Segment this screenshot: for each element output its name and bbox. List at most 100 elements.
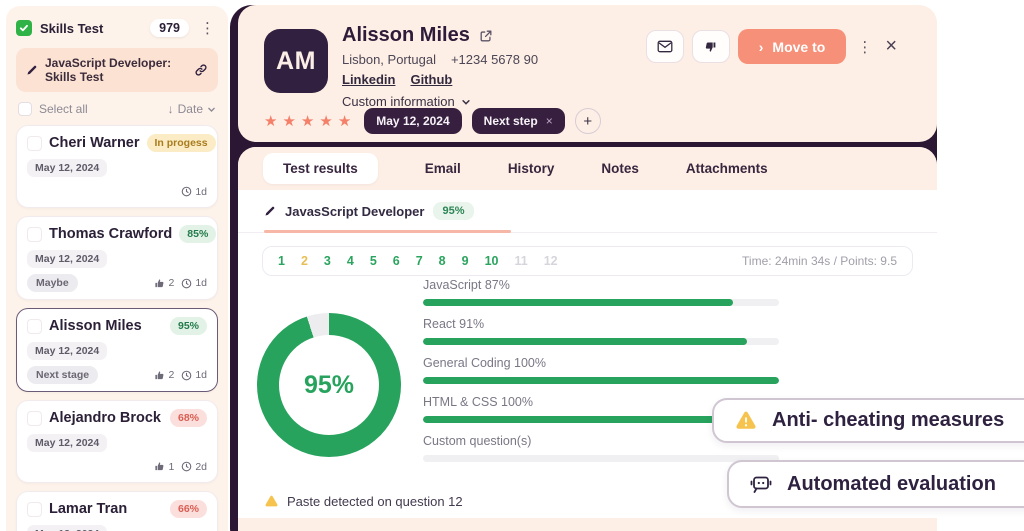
skill-bar-html-css: HTML & CSS 100% <box>423 395 779 423</box>
sidebar-header: Skills Test 979 ⋮ <box>16 16 218 40</box>
candidate-card[interactable]: Cheri Warner In progess May 12, 2024 1d <box>16 125 218 208</box>
question-6[interactable]: 6 <box>392 254 400 268</box>
select-all-checkbox[interactable] <box>18 102 32 116</box>
star-icon[interactable]: ★ <box>264 113 281 130</box>
candidate-card[interactable]: Alejandro Brock 68% May 12, 2024 1 2d <box>16 400 218 483</box>
profile-header: AM Alisson Miles Lisbon, Portugal +1234 … <box>238 5 937 142</box>
list-controls: Select all ↓ Date <box>16 102 218 116</box>
star-icon[interactable]: ★ <box>319 113 336 130</box>
candidate-name: Alejandro Brock <box>49 410 161 426</box>
candidate-date-chip: May 12, 2024 <box>27 342 108 360</box>
candidate-date-chip: May 12, 2024 <box>27 159 108 177</box>
select-all-label: Select all <box>39 102 88 116</box>
question-7[interactable]: 7 <box>415 254 423 268</box>
skill-bar-track <box>423 338 779 345</box>
question-1[interactable]: 1 <box>278 254 285 268</box>
test-filter-label: JavaScript Developer: Skills Test <box>45 56 172 84</box>
pen-icon <box>265 206 275 216</box>
external-link-icon[interactable] <box>479 29 493 43</box>
candidate-card[interactable]: Thomas Crawford 85% May 12, 2024 Maybe 2… <box>16 216 218 300</box>
github-link[interactable]: Github <box>410 72 453 87</box>
skill-bar-track <box>423 416 779 423</box>
tab-history[interactable]: History <box>507 161 555 176</box>
chevron-right-icon: › <box>758 38 764 55</box>
thumbs-down-icon <box>706 42 716 52</box>
candidate-name: Alisson Miles <box>49 318 142 334</box>
link-icon[interactable] <box>194 63 208 77</box>
candidate-checkbox[interactable] <box>27 135 42 151</box>
select-all[interactable]: Select all <box>18 102 88 116</box>
skill-bar-label: JavaScript 87% <box>423 278 510 292</box>
bot-icon <box>750 476 772 493</box>
star-icon[interactable]: ★ <box>282 113 299 130</box>
star-rating[interactable]: ★ ★ ★ ★ ★ <box>264 112 354 130</box>
test-subtab-label[interactable]: JavasScript Developer <box>285 203 425 219</box>
step-tag: Next step × <box>471 108 565 134</box>
tab-attachments[interactable]: Attachments <box>685 161 768 176</box>
thumbs-up-icon <box>155 462 164 471</box>
warning-icon <box>265 495 278 507</box>
candidate-card[interactable]: Lamar Tran 66% May 12, 2024 2d <box>16 491 218 531</box>
candidate-age: 1d <box>181 369 207 381</box>
candidate-age: 2d <box>181 461 207 473</box>
candidate-checkbox[interactable] <box>27 410 42 426</box>
candidate-score-badge: 95% <box>169 317 207 335</box>
skill-bar-track <box>423 377 779 384</box>
close-panel-icon[interactable]: × <box>885 35 897 57</box>
add-tag-button[interactable]: + <box>574 108 601 134</box>
reject-button[interactable] <box>691 30 730 63</box>
email-button[interactable] <box>645 30 684 63</box>
star-icon[interactable]: ★ <box>337 113 355 130</box>
skill-bar-react: React 91% <box>423 317 779 345</box>
question-11[interactable]: 11 <box>514 254 528 268</box>
tab-notes[interactable]: Notes <box>601 161 639 176</box>
candidate-age: 1d <box>181 277 207 289</box>
question-2[interactable]: 2 <box>300 254 308 268</box>
tab-test-results[interactable]: Test results <box>263 153 378 184</box>
candidate-votes: 1 <box>154 461 174 473</box>
test-subtab-row: JavasScript Developer 95% <box>238 190 937 233</box>
skill-bar-track <box>423 299 779 306</box>
question-10[interactable]: 10 <box>484 254 499 268</box>
candidate-date-chip: May 12, 2024 <box>27 525 108 531</box>
move-to-button[interactable]: › Move to <box>737 29 847 64</box>
question-3[interactable]: 3 <box>323 254 331 268</box>
star-icon[interactable]: ★ <box>300 113 318 130</box>
content-card: Test results Email History Notes Attachments… <box>238 147 937 531</box>
sidebar-title: Skills Test <box>40 20 104 36</box>
anti-cheating-callout: Anti- cheating measures <box>712 398 1024 443</box>
candidate-checkbox[interactable] <box>27 501 42 517</box>
custom-information-toggle[interactable]: Custom information <box>342 94 471 109</box>
linkedin-link[interactable]: Linkedin <box>342 72 396 87</box>
clock-icon <box>182 461 192 472</box>
skill-bar-fill <box>423 377 779 384</box>
remove-tag-icon[interactable]: × <box>545 114 553 128</box>
header-kebab-icon[interactable]: ⋮ <box>857 38 873 56</box>
candidate-decision-chip: Next stage <box>27 366 99 384</box>
candidate-card[interactable]: Alisson Miles 95% May 12, 2024 Next stag… <box>16 308 218 392</box>
sort-control[interactable]: ↓ Date <box>168 102 216 116</box>
skill-bar-javascript: JavaScript 87% <box>423 278 779 306</box>
question-12[interactable]: 12 <box>543 254 558 268</box>
candidate-score-badge: 68% <box>169 409 207 427</box>
skill-bar-label: General Coding 100% <box>423 356 546 370</box>
question-5[interactable]: 5 <box>369 254 377 268</box>
candidate-checkbox[interactable] <box>27 318 42 334</box>
question-9[interactable]: 9 <box>461 254 469 268</box>
candidate-date-chip: May 12, 2024 <box>27 434 108 452</box>
skill-bar-custom-question-s-: Custom question(s) <box>423 434 779 462</box>
tab-email[interactable]: Email <box>424 161 461 176</box>
test-filter-chip[interactable]: JavaScript Developer: Skills Test <box>16 48 218 92</box>
skill-bar-label: React 91% <box>423 317 485 331</box>
donut-chart: 95% <box>257 313 401 457</box>
skills-test-checkbox[interactable] <box>16 20 32 36</box>
check-icon <box>19 24 28 32</box>
paste-warning: Paste detected on question 12 <box>264 494 463 509</box>
clock-icon <box>182 370 192 380</box>
candidate-date-chip: May 12, 2024 <box>27 250 108 268</box>
sidebar-kebab-icon[interactable]: ⋮ <box>200 20 215 37</box>
question-4[interactable]: 4 <box>346 254 354 268</box>
question-8[interactable]: 8 <box>438 254 446 268</box>
candidate-checkbox[interactable] <box>27 226 42 242</box>
